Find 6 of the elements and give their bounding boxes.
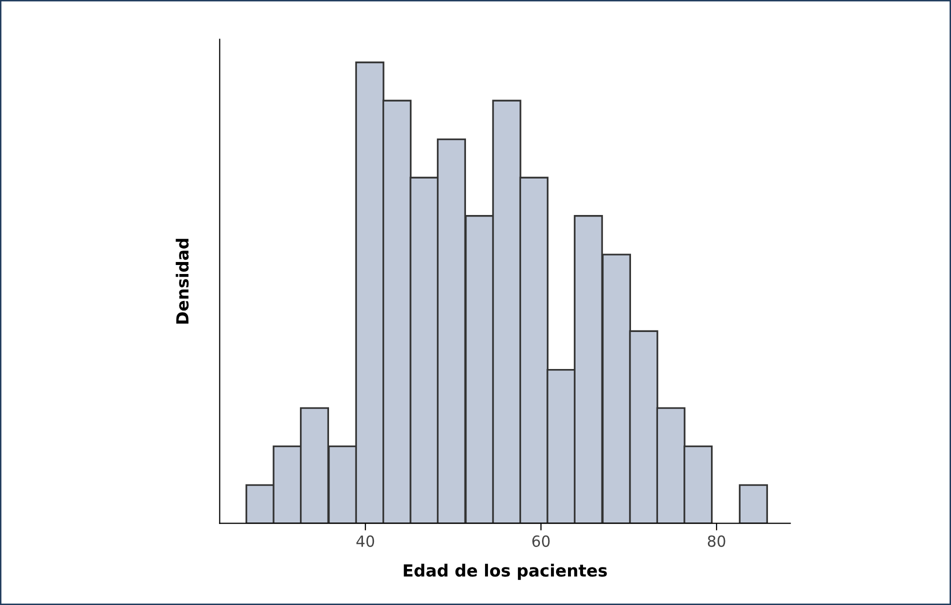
x-axis-title: Edad de los pacientes <box>404 564 607 580</box>
y-axis-title: Densidad <box>176 238 189 324</box>
x-tick-label: 40 <box>356 535 374 547</box>
x-tick-label: 80 <box>708 535 726 547</box>
x-tick-label: 60 <box>532 535 550 547</box>
bar <box>738 484 768 524</box>
